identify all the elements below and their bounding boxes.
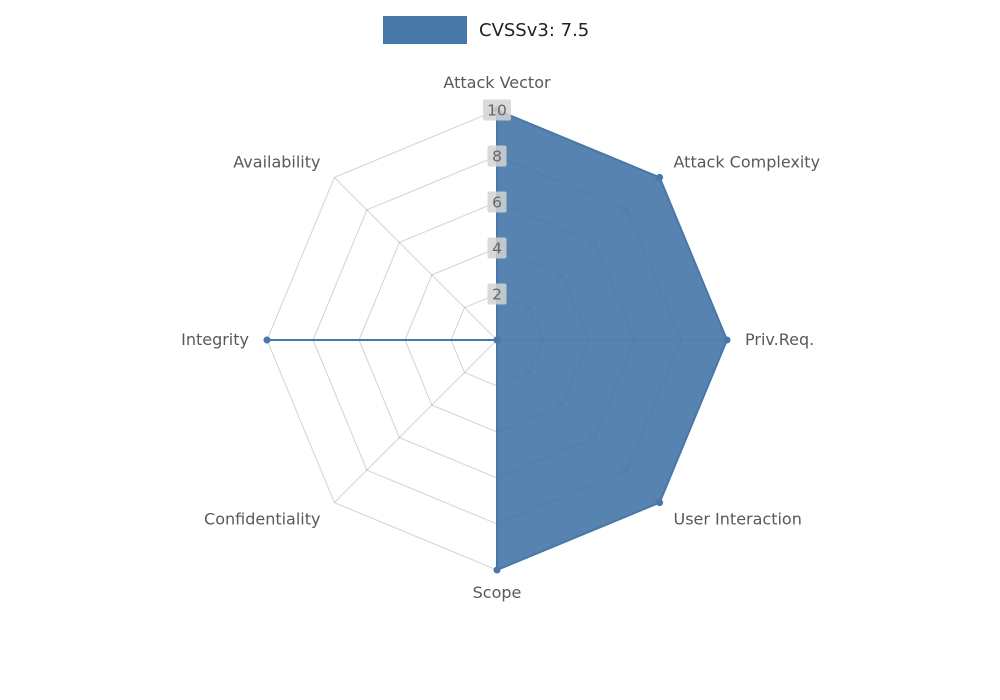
tick-box — [487, 145, 507, 167]
axis-label: Availability — [233, 153, 320, 172]
legend: CVSSv3: 7.5 — [383, 16, 589, 44]
axis-label: User Interaction — [674, 510, 802, 529]
legend-swatch — [383, 16, 467, 44]
grid-spoke — [496, 339, 660, 503]
axis-label: Integrity — [181, 330, 249, 349]
tick-box — [483, 99, 511, 121]
tick-label: 10 — [487, 102, 507, 120]
vertex-marker — [656, 173, 664, 181]
vertex-marker — [493, 336, 501, 344]
vertex-marker — [723, 336, 731, 344]
tick-box — [487, 283, 507, 305]
axis-label: Attack Vector — [443, 73, 551, 92]
tick-label: 2 — [492, 286, 502, 304]
axis-label: Confidentiality — [204, 510, 320, 529]
tick-label: 6 — [492, 194, 502, 212]
vertex-marker — [656, 499, 664, 507]
grid-spoke — [496, 177, 660, 341]
grid-spoke — [334, 339, 498, 503]
axis-label: Attack Complexity — [674, 153, 821, 172]
tick-label: 4 — [492, 240, 502, 258]
tick-label: 8 — [492, 148, 502, 166]
legend-label: CVSSv3: 7.5 — [479, 19, 590, 41]
axis-label: Priv.Req. — [745, 330, 814, 349]
vertex-marker — [263, 336, 271, 344]
vertex-marker — [493, 566, 501, 574]
tick-box — [487, 237, 507, 259]
axis-label: Scope — [473, 583, 522, 602]
tick-box — [487, 191, 507, 213]
grid-spoke — [334, 177, 498, 341]
